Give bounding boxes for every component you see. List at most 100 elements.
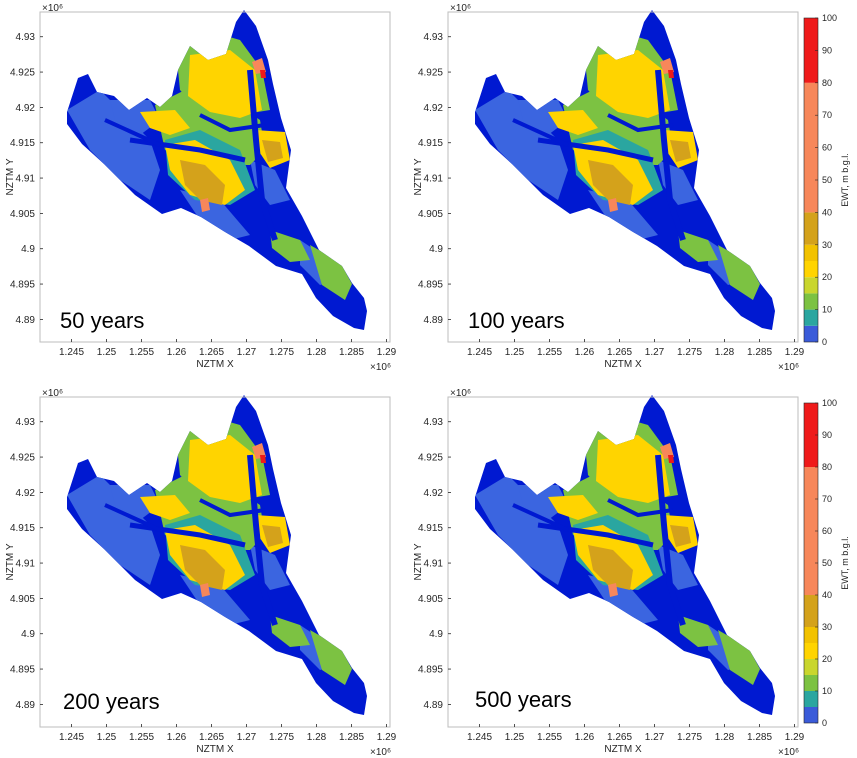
y-tick-label: 4.925 [418, 68, 443, 79]
colorbar-tick-label: 10 [822, 686, 832, 696]
y-exponent-label: ×10⁶ [42, 3, 63, 14]
colorbar-label: EWT, m b.g.l. [840, 153, 850, 207]
x-tick-label: 1.275 [269, 347, 294, 358]
x-exponent-label: ×10⁶ [778, 747, 799, 758]
y-tick-label: 4.91 [16, 174, 36, 185]
y-tick-label: 4.92 [424, 488, 444, 499]
x-tick-label: 1.25 [97, 732, 117, 743]
x-tick-label: 1.285 [339, 732, 364, 743]
y-tick-label: 4.925 [10, 68, 35, 79]
y-axis-label: NZTM Y [5, 158, 16, 195]
y-tick-label: 4.905 [10, 209, 35, 220]
x-axis-label: NZTM X [196, 744, 234, 755]
colorbar-tick-label: 70 [822, 110, 832, 120]
colorbar-tick-label: 80 [822, 462, 832, 472]
x-tick-label: 1.245 [59, 347, 84, 358]
x-tick-label: 1.255 [537, 347, 562, 358]
y-tick-label: 4.915 [418, 138, 443, 149]
y-tick-label: 4.895 [418, 280, 443, 291]
colorbar-band [804, 309, 818, 326]
x-tick-label: 1.285 [339, 347, 364, 358]
y-tick-label: 4.92 [16, 488, 36, 499]
axes-frame [39, 396, 391, 728]
axes-frame [39, 11, 391, 343]
colorbar-tick-label: 10 [822, 305, 832, 315]
y-tick-label: 4.895 [418, 665, 443, 676]
x-tick-label: 1.28 [715, 732, 735, 743]
y-tick-label: 4.89 [16, 700, 36, 711]
x-exponent-label: ×10⁶ [778, 362, 799, 373]
y-tick-label: 4.91 [424, 174, 444, 185]
y-tick-label: 4.925 [10, 453, 35, 464]
ewt-map [475, 395, 775, 715]
colorbar-band [804, 325, 818, 342]
colorbar-band [804, 277, 818, 294]
x-tick-label: 1.27 [645, 732, 665, 743]
y-axis-label: NZTM Y [413, 158, 424, 195]
x-tick-label: 1.29 [785, 732, 805, 743]
x-tick-label: 1.265 [607, 347, 632, 358]
y-tick-label: 4.92 [424, 103, 444, 114]
x-tick-label: 1.245 [59, 732, 84, 743]
colorbar: 0 10 20 30 40 50 60 70 80 90 100 EWT, m b.g.l. [803, 398, 850, 728]
y-tick-label: 4.9 [429, 629, 443, 640]
y-tick-label: 4.905 [418, 209, 443, 220]
colorbar-tick-label: 100 [822, 13, 837, 23]
y-tick-label: 4.89 [424, 315, 444, 326]
ewt-map [67, 395, 367, 715]
colorbar-tick-label: 30 [822, 240, 832, 250]
colorbar-tick-label: 70 [822, 494, 832, 504]
x-tick-label: 1.27 [237, 732, 257, 743]
colorbar-tick-label: 50 [822, 558, 832, 568]
colorbar-band [804, 595, 818, 627]
x-exponent-label: ×10⁶ [370, 747, 391, 758]
colorbar-band [804, 293, 818, 310]
y-axis-label: NZTM Y [5, 543, 16, 580]
colorbar-tick-label: 60 [822, 143, 832, 153]
map-panel-4: 1.245 1.25 1.255 1.26 1.265 1.27 1.275 1.28 1.28… [413, 388, 805, 758]
x-tick-label: 1.285 [747, 732, 772, 743]
x-tick-label: 1.26 [575, 347, 595, 358]
x-tick-label: 1.29 [785, 347, 805, 358]
y-tick-label: 4.905 [418, 594, 443, 605]
map-panel-2: 1.245 1.25 1.255 1.26 1.265 1.27 1.275 1.28 1.28… [413, 3, 805, 373]
y-tick-label: 4.93 [16, 32, 36, 43]
colorbar-tick-label: 100 [822, 398, 837, 408]
map-panel-1: 1.245 1.25 1.255 1.26 1.265 1.27 1.275 1.28 1.28… [5, 3, 397, 373]
ewt-map [67, 10, 367, 330]
x-axis-label: NZTM X [604, 744, 642, 755]
x-tick-label: 1.27 [237, 347, 257, 358]
colorbar-band [804, 675, 818, 691]
x-tick-label: 1.285 [747, 347, 772, 358]
x-tick-label: 1.255 [537, 732, 562, 743]
colorbar-tick-label: 20 [822, 654, 832, 664]
colorbar-tick-label: 90 [822, 45, 832, 55]
x-tick-label: 1.265 [199, 347, 224, 358]
axes-frame [447, 11, 799, 343]
x-tick-label: 1.27 [645, 347, 665, 358]
x-tick-label: 1.29 [377, 347, 397, 358]
colorbar-band [804, 467, 818, 595]
colorbar-band [804, 627, 818, 643]
x-tick-label: 1.28 [715, 347, 735, 358]
x-tick-label: 1.25 [97, 347, 117, 358]
x-tick-label: 1.26 [575, 732, 595, 743]
x-tick-label: 1.245 [467, 347, 492, 358]
colorbar-tick-label: 20 [822, 272, 832, 282]
y-tick-label: 4.89 [424, 700, 444, 711]
y-tick-label: 4.895 [10, 280, 35, 291]
colorbar-tick-label: 60 [822, 526, 832, 536]
y-tick-label: 4.895 [10, 665, 35, 676]
colorbar-band [804, 244, 818, 261]
colorbar-band [804, 643, 818, 659]
x-tick-label: 1.275 [269, 732, 294, 743]
map-panel-3: 1.245 1.25 1.255 1.26 1.265 1.27 1.275 1.28 1.28… [5, 388, 397, 758]
colorbar-band [804, 691, 818, 707]
colorbar-tick-label: 30 [822, 622, 832, 632]
colorbar-tick-label: 0 [822, 718, 827, 728]
colorbar-tick-label: 50 [822, 175, 832, 185]
x-tick-label: 1.275 [677, 732, 702, 743]
panel-label: 50 years [60, 308, 144, 333]
y-tick-label: 4.915 [10, 138, 35, 149]
